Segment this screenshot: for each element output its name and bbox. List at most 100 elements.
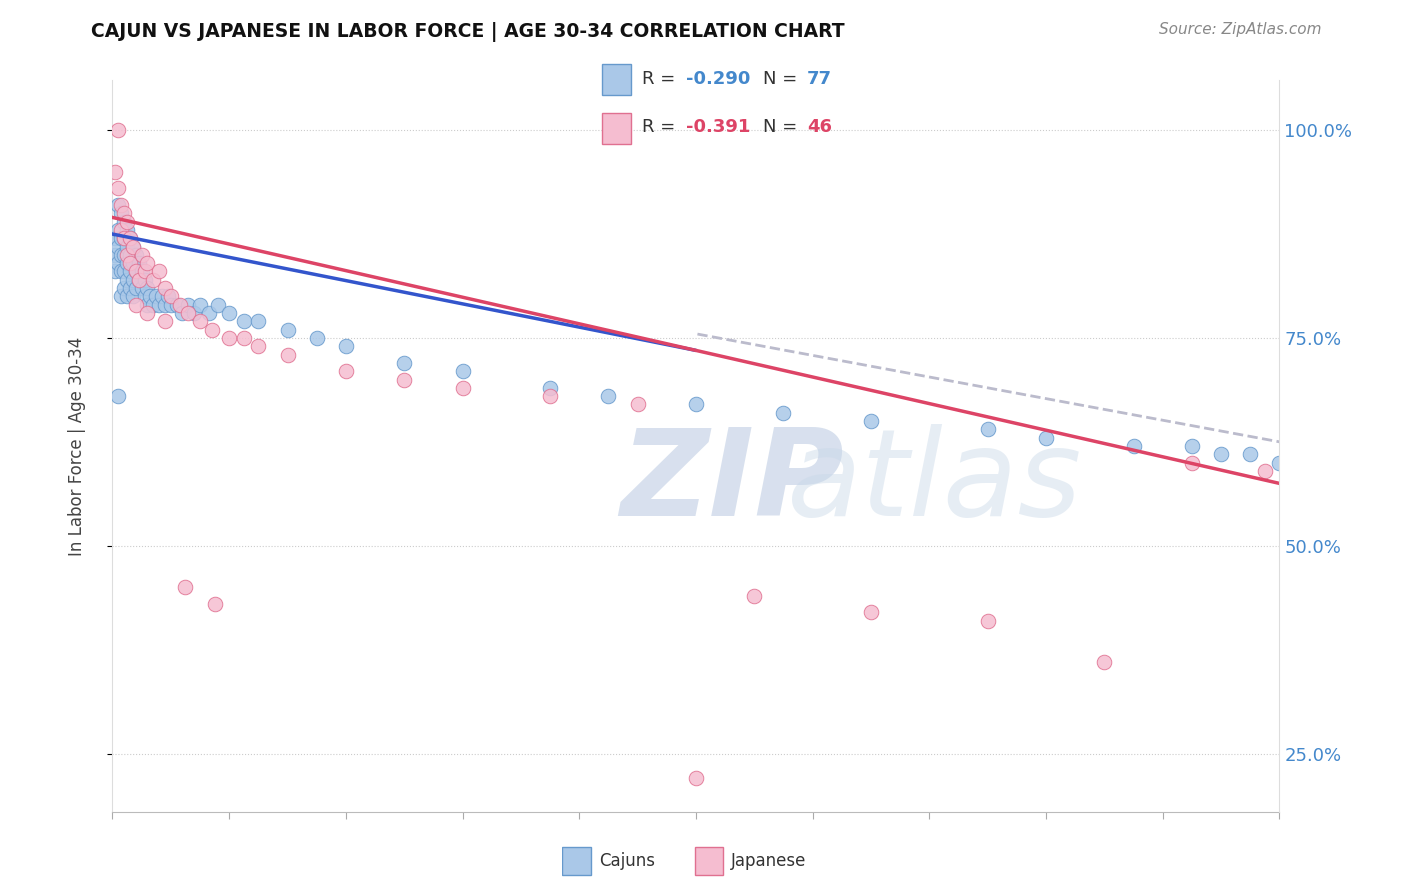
Point — [598, 389, 620, 403]
Point — [115, 223, 138, 237]
Point — [110, 231, 132, 245]
Point — [107, 181, 129, 195]
Point — [136, 306, 159, 320]
Bar — [602, 113, 631, 144]
Point — [112, 281, 135, 295]
Point — [183, 306, 205, 320]
Point — [122, 273, 145, 287]
Point — [118, 281, 141, 295]
Point — [128, 273, 150, 287]
Point — [131, 248, 153, 262]
Point — [142, 273, 165, 287]
Point — [122, 256, 145, 270]
Point — [451, 364, 474, 378]
Point — [115, 256, 138, 270]
Point — [112, 264, 135, 278]
Point — [160, 289, 183, 303]
Point — [538, 381, 561, 395]
Point — [115, 239, 138, 253]
Point — [1254, 464, 1277, 478]
Point — [125, 264, 148, 278]
Point — [125, 298, 148, 312]
Point — [174, 580, 197, 594]
Point — [118, 264, 141, 278]
Point — [115, 214, 138, 228]
Point — [860, 414, 883, 428]
Point — [107, 389, 129, 403]
Point — [276, 348, 298, 362]
Point — [188, 314, 211, 328]
Text: R =: R = — [643, 70, 682, 88]
Point — [136, 281, 159, 295]
Text: atlas: atlas — [787, 424, 1083, 541]
Point — [122, 239, 145, 253]
Point — [153, 281, 176, 295]
Point — [104, 231, 127, 245]
Point — [305, 331, 328, 345]
Point — [131, 281, 153, 295]
Point — [118, 231, 141, 245]
Point — [125, 264, 148, 278]
Point — [125, 281, 148, 295]
Point — [112, 231, 135, 245]
Point — [232, 314, 254, 328]
Point — [125, 248, 148, 262]
Point — [218, 306, 240, 320]
Text: ZIP: ZIP — [620, 424, 844, 541]
Text: 46: 46 — [807, 119, 832, 136]
Point — [160, 298, 183, 312]
Bar — [602, 64, 631, 95]
Text: R =: R = — [643, 119, 682, 136]
Point — [110, 248, 132, 262]
Point — [538, 389, 561, 403]
Point — [122, 289, 145, 303]
Point — [145, 289, 167, 303]
Point — [107, 223, 129, 237]
Y-axis label: In Labor Force | Age 30-34: In Labor Force | Age 30-34 — [67, 336, 86, 556]
Text: 77: 77 — [807, 70, 832, 88]
Point — [153, 298, 176, 312]
Point — [107, 239, 129, 253]
Point — [110, 264, 132, 278]
Point — [772, 406, 794, 420]
Text: Japanese: Japanese — [731, 852, 807, 871]
Point — [394, 356, 416, 370]
Point — [115, 273, 138, 287]
Point — [197, 306, 219, 320]
Point — [104, 165, 127, 179]
Point — [976, 614, 998, 628]
Point — [122, 239, 145, 253]
Point — [148, 264, 170, 278]
Point — [685, 397, 707, 411]
Point — [153, 314, 176, 328]
Point — [685, 772, 707, 786]
Point — [107, 198, 129, 212]
Point — [169, 298, 191, 312]
Point — [131, 264, 153, 278]
Point — [118, 248, 141, 262]
Bar — [695, 847, 723, 875]
Point — [177, 298, 200, 312]
Point — [136, 256, 159, 270]
Point — [107, 256, 129, 270]
Point — [204, 597, 226, 611]
Point — [742, 589, 765, 603]
Point — [247, 339, 270, 353]
Point — [142, 298, 165, 312]
Point — [136, 298, 159, 312]
Point — [115, 248, 138, 262]
Point — [172, 306, 194, 320]
Point — [247, 314, 270, 328]
Point — [860, 605, 883, 619]
Point — [1239, 447, 1261, 461]
Bar — [562, 847, 591, 875]
Point — [148, 298, 170, 312]
Point — [276, 323, 298, 337]
Point — [110, 206, 132, 220]
Point — [104, 264, 127, 278]
Text: Source: ZipAtlas.com: Source: ZipAtlas.com — [1159, 22, 1322, 37]
Point — [1181, 456, 1204, 470]
Point — [112, 231, 135, 245]
Point — [451, 381, 474, 395]
Text: -0.391: -0.391 — [686, 119, 749, 136]
